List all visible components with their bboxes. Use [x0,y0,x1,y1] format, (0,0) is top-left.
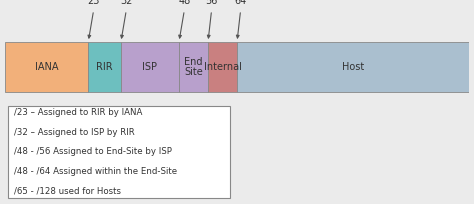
Text: 23: 23 [88,0,100,6]
Text: 48: 48 [178,0,191,6]
Bar [208,42,237,92]
Bar [179,42,208,92]
Text: RIR: RIR [96,62,113,72]
Bar [88,42,121,92]
Text: /23 – Assigned to RIR by IANA: /23 – Assigned to RIR by IANA [14,109,142,118]
Text: /48 - /56 Assigned to End-Site by ISP: /48 - /56 Assigned to End-Site by ISP [14,147,172,156]
Bar [5,42,88,92]
Text: /65 - /128 used for Hosts: /65 - /128 used for Hosts [14,186,121,195]
Bar [121,42,179,92]
Text: 32: 32 [120,0,133,6]
Text: 56: 56 [205,0,218,6]
Text: /32 – Assigned to ISP by RIR: /32 – Assigned to ISP by RIR [14,128,135,137]
Text: Host: Host [342,62,364,72]
Text: End
Site: End Site [184,57,203,77]
Text: /48 - /64 Assigned within the End-Site: /48 - /64 Assigned within the End-Site [14,167,177,176]
Bar [9,106,230,198]
Text: 64: 64 [235,0,247,6]
Bar [237,42,469,92]
Text: Internal: Internal [203,62,241,72]
Text: IANA: IANA [35,62,58,72]
Text: ISP: ISP [142,62,157,72]
